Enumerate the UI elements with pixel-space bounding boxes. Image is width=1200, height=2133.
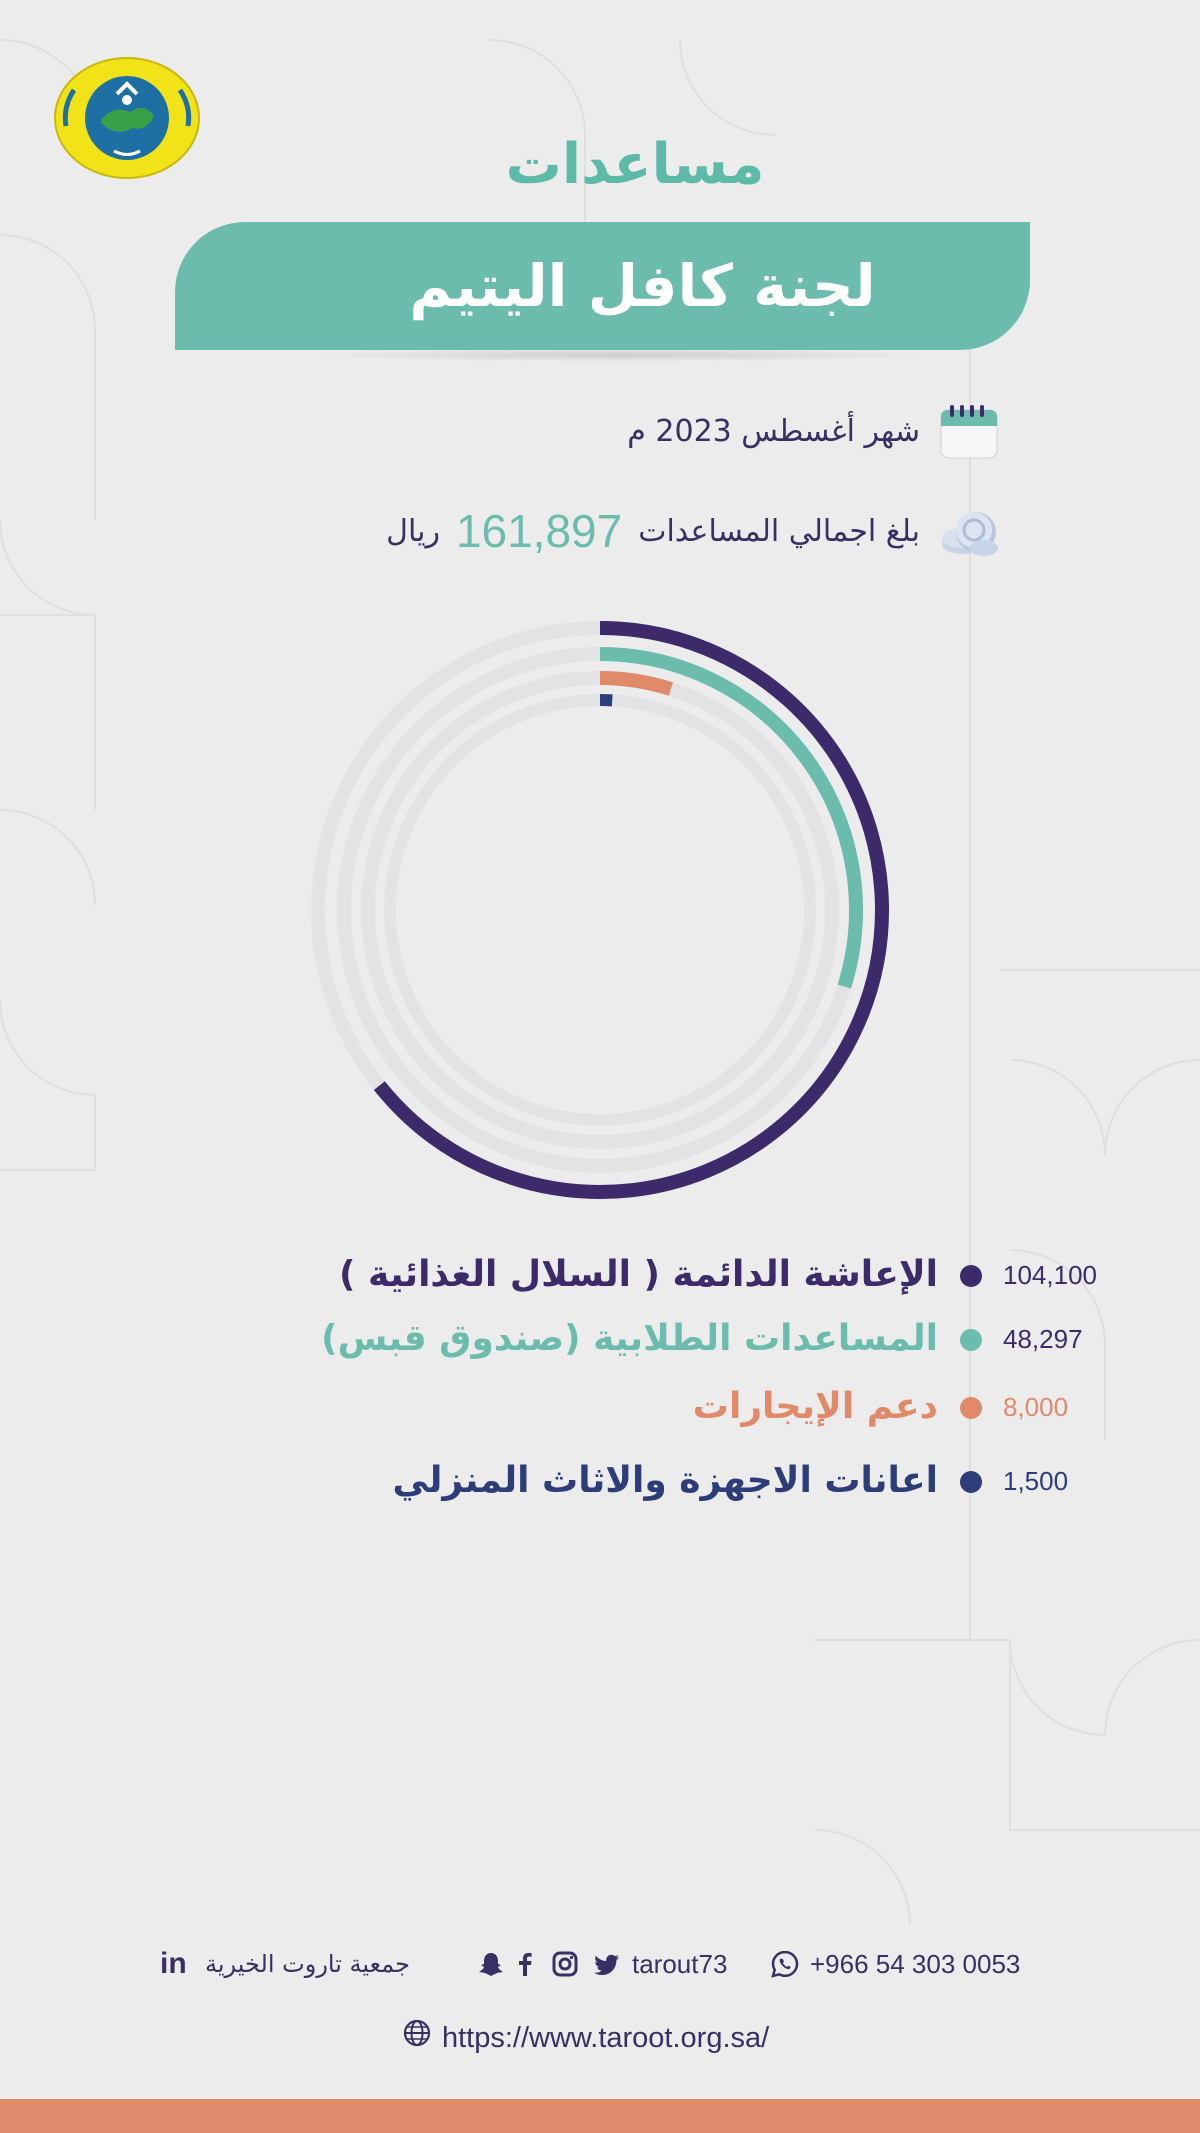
chart-track xyxy=(384,694,816,1126)
snapchat-icon[interactable] xyxy=(476,1949,506,1979)
subtitle-banner xyxy=(175,222,1030,350)
legend-item: الإعاشة الدائمة ( السلال الغذائية ) 104,… xyxy=(0,1245,1200,1305)
org-name: جمعية تاروت الخيرية xyxy=(205,1950,410,1978)
twitter-icon[interactable] xyxy=(592,1949,622,1979)
legend-dot xyxy=(960,1329,982,1351)
chart-bar xyxy=(373,621,889,1199)
legend-item: المساعدات الطلابية (صندوق قبس) 48,297 xyxy=(0,1309,1200,1369)
chart-bar xyxy=(599,647,863,989)
footer-contacts: in جمعية تاروت الخيرية tarout73 +966 54 … xyxy=(0,1944,1200,1984)
phone-number[interactable]: +966 54 303 0053 xyxy=(810,1949,1021,1979)
legend-value: 104,100 xyxy=(1003,1260,1097,1290)
radial-bar-chart xyxy=(311,621,889,1199)
organization-logo xyxy=(54,57,200,179)
footer-website: https://www.taroot.org.sa/ xyxy=(0,2018,1200,2058)
legend-value: 1,500 xyxy=(1003,1466,1069,1496)
chart-track xyxy=(361,671,839,1149)
bottom-accent-bar xyxy=(0,2099,1200,2133)
total-unit: ريال xyxy=(386,513,440,549)
whatsapp-icon[interactable] xyxy=(770,1949,800,1979)
total-value: 161,897 xyxy=(455,505,623,557)
chart-bar xyxy=(599,671,674,696)
legend-dot xyxy=(960,1397,982,1419)
legend-item: اعانات الاجهزة والاثاث المنزلي 1,500 xyxy=(0,1451,1200,1511)
legend-label: الإعاشة الدائمة ( السلال الغذائية ) xyxy=(339,1254,938,1295)
legend-label: المساعدات الطلابية (صندوق قبس) xyxy=(321,1318,938,1359)
total-prefix: بلغ اجمالي المساعدات xyxy=(638,513,920,549)
website-link[interactable]: https://www.taroot.org.sa/ xyxy=(442,2022,770,2054)
social-handle[interactable]: tarout73 xyxy=(632,1949,728,1979)
page-title: مساعدات xyxy=(505,132,765,197)
page-subtitle: لجنة كافل اليتيم xyxy=(409,252,876,320)
legend-dot xyxy=(960,1265,982,1287)
legend-item: دعم الإيجارات 8,000 xyxy=(0,1377,1200,1437)
legend-value: 8,000 xyxy=(1003,1392,1069,1422)
legend-label: اعانات الاجهزة والاثاث المنزلي xyxy=(392,1460,938,1501)
legend-value: 48,297 xyxy=(1003,1324,1083,1354)
banner-shadow xyxy=(300,348,940,362)
coins-icon xyxy=(942,512,998,556)
facebook-icon[interactable] xyxy=(510,1949,540,1979)
calendar-icon xyxy=(940,405,998,459)
total-row: بلغ اجمالي المساعدات 161,897 ريال xyxy=(386,500,1000,562)
legend-label: دعم الإيجارات xyxy=(692,1386,938,1427)
month-row: شهر أغسطس 2023 م xyxy=(627,400,1000,462)
legend-dot xyxy=(960,1471,982,1493)
globe-icon xyxy=(403,2019,431,2047)
instagram-icon[interactable] xyxy=(550,1949,580,1979)
month-label: شهر أغسطس 2023 م xyxy=(627,413,920,449)
linkedin-icon[interactable]: in xyxy=(160,1947,187,1980)
